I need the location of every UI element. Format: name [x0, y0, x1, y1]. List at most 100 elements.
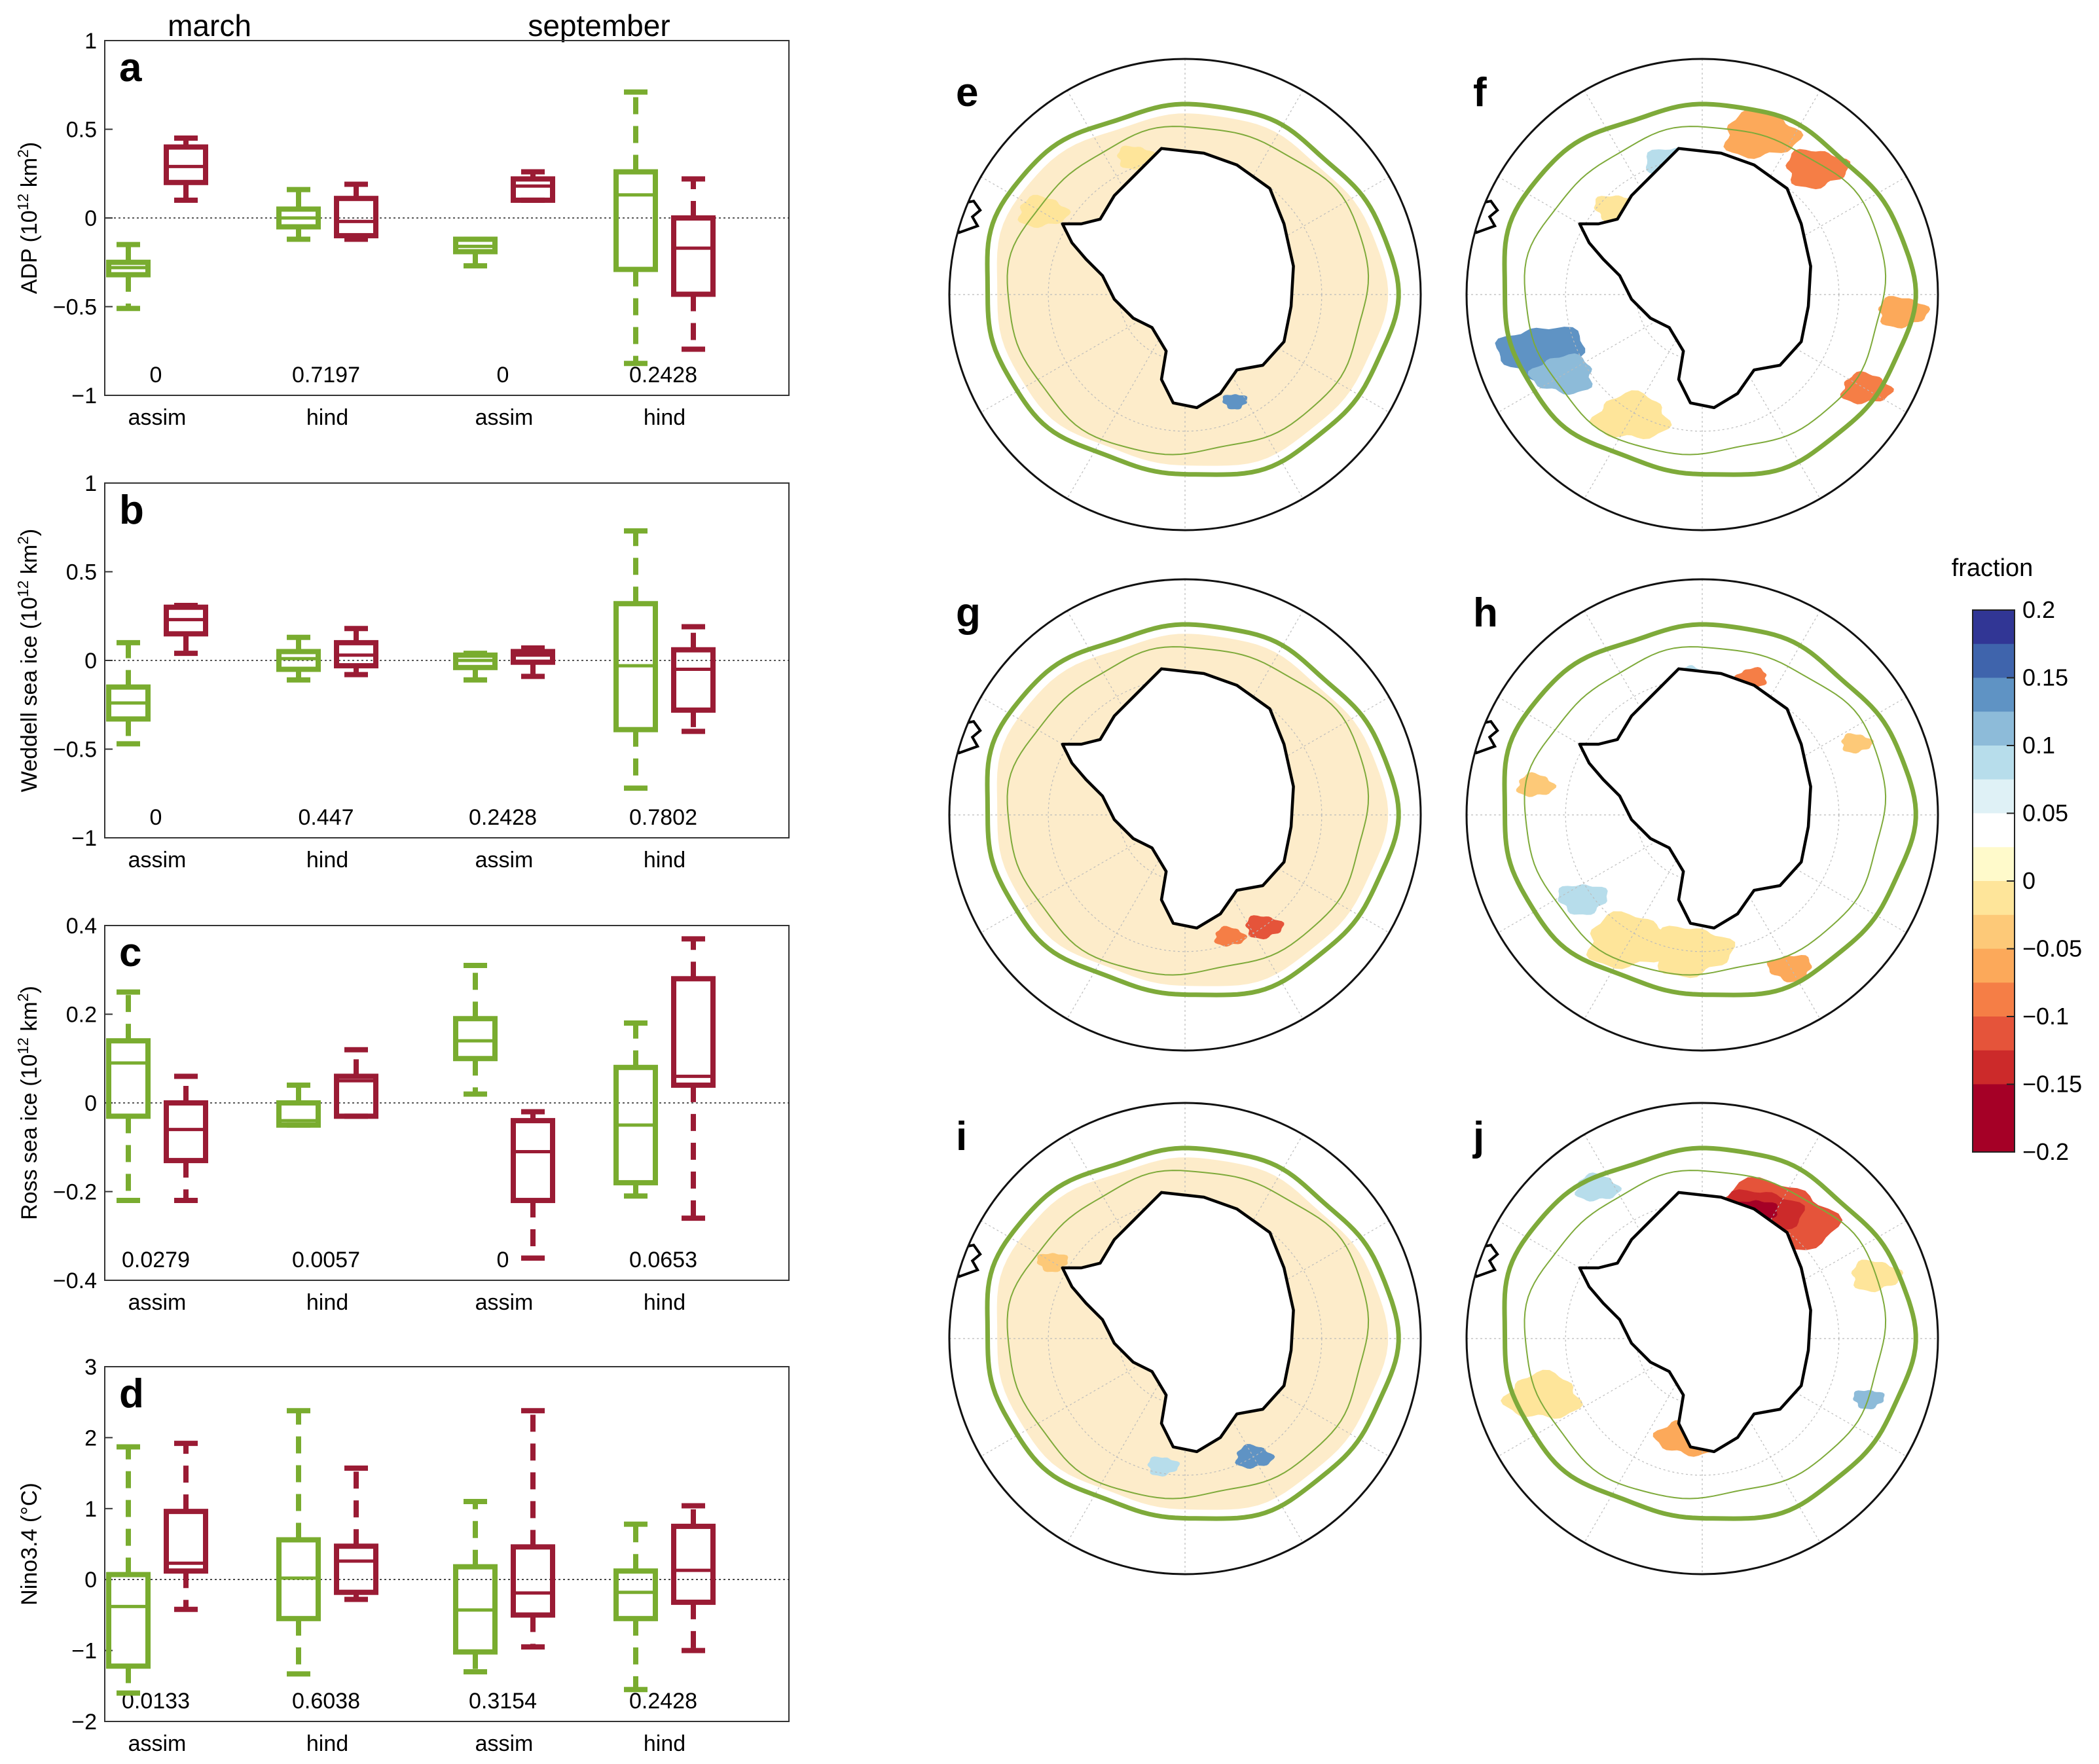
x-group-label: hind [644, 405, 685, 430]
antarctica-coastline [1061, 147, 1295, 410]
ice-contour-inner [1524, 646, 1887, 976]
map-panel-f: f [1465, 58, 1939, 531]
anomaly-patch [1841, 733, 1874, 754]
anomaly-patch [1214, 926, 1248, 947]
ice-edge-outer [985, 622, 1401, 998]
x-group-label: hind [306, 1731, 348, 1756]
colorbar-swatch [1973, 813, 2015, 848]
ice-contour-inner [1006, 126, 1370, 456]
anomaly-patch [1245, 915, 1285, 940]
box-march-4 [613, 528, 658, 791]
x-group-label: hind [306, 405, 348, 430]
south-america-tip [1467, 199, 1499, 234]
p-value-label: 0 [497, 1248, 509, 1272]
p-value-label: 0.0057 [292, 1248, 360, 1272]
iqr-box [511, 1544, 555, 1618]
map-panel-i: i [948, 1102, 1422, 1575]
box-march-3 [453, 962, 498, 1097]
y-axis-label: ADP (1012 km2) [14, 142, 42, 294]
panel-label-c: c [119, 930, 141, 975]
x-group-label: assim [128, 848, 187, 873]
antarctica-coastline [1061, 1191, 1295, 1454]
colorbar-swatch [1973, 643, 2015, 678]
y-tick-label: 0 [84, 1091, 97, 1116]
box-march-4 [613, 1020, 658, 1199]
p-value-label: 0.6038 [292, 1689, 360, 1714]
colorbar-tick-label: −0.05 [2022, 935, 2082, 962]
anomaly-patch [1501, 1369, 1583, 1419]
south-america-tip [949, 1243, 982, 1278]
box-panel-c: −0.4 −0.2 0 0.2 0.4 Ross sea ice (1012 km2) c a… [14, 914, 790, 1315]
ice-edge-outer [1502, 622, 1918, 998]
y-axis-label-part: 12 [14, 581, 31, 598]
map-content [949, 59, 1421, 530]
y-axis-label: Ross sea ice (1012 km2) [14, 986, 42, 1220]
map-panel-j: j [1465, 1102, 1939, 1575]
colorbar-swatch [1973, 746, 2015, 780]
iqr-box [334, 196, 378, 239]
panel-label-i: i [956, 1114, 967, 1159]
x-group-label: assim [128, 1290, 187, 1315]
colorbar-swatch [1973, 1050, 2015, 1085]
y-axis-label-part: ) [17, 529, 42, 536]
y-tick-label: −2 [71, 1710, 97, 1735]
box-march-3 [453, 651, 498, 683]
y-axis-label-part: 2 [14, 993, 31, 1001]
ice-contour-inner [1524, 1170, 1887, 1500]
south-america-tip [1467, 719, 1499, 755]
map-boundary [1465, 1102, 1939, 1575]
south-america-tip [949, 719, 982, 755]
box-march-1 [106, 1444, 151, 1696]
box-march-2 [276, 187, 321, 242]
y-tick-label: −1 [71, 384, 97, 408]
y-tick-label: −0.2 [53, 1180, 97, 1205]
box-september-2 [334, 181, 378, 242]
anomaly-patch [1785, 149, 1851, 190]
y-axis-label-part: km [17, 545, 42, 581]
ice-edge-outer [1502, 101, 1918, 477]
y-axis-label-part: 2 [14, 536, 31, 545]
south-america-tip [949, 199, 982, 234]
y-tick-label: 1 [84, 1497, 97, 1522]
y-tick-label: −1 [71, 1639, 97, 1664]
anomaly-patch [1851, 1259, 1904, 1293]
y-tick-label: 0.4 [66, 914, 97, 939]
p-value-label: 0.7197 [292, 363, 360, 387]
iqr-box [613, 1568, 658, 1621]
iqr-box [671, 215, 716, 297]
colorbar-swatch [1973, 948, 2015, 983]
p-value-label: 0.0653 [629, 1248, 697, 1272]
y-axis-label-part: km [17, 158, 42, 194]
panel-label-e: e [956, 70, 978, 115]
panel-label-g: g [956, 590, 981, 636]
colorbar-swatch [1973, 982, 2015, 1017]
colorbar-tick-label: 0.2 [2022, 596, 2055, 623]
map-content [1467, 59, 1938, 530]
map-panel-e: e [948, 58, 1422, 531]
colorbar-tick-label: −0.2 [2022, 1138, 2069, 1165]
colorbar-swatch [1973, 847, 2015, 882]
box-march-2 [276, 1082, 321, 1128]
colorbar-tick-label: 0 [2022, 867, 2035, 894]
colorbar-tick-label: −0.15 [2022, 1071, 2082, 1098]
box-panel-a: −1 −0.5 0 0.5 1 ADP (1012 km2) a assim 0 hind 0.71… [14, 29, 790, 430]
iqr-box [276, 1100, 321, 1128]
y-axis-label-part: Nino3.4 (°C) [17, 1483, 42, 1605]
y-tick-label: −0.4 [53, 1269, 97, 1293]
x-group-label: assim [475, 1290, 534, 1315]
ice-contour-inner [1524, 126, 1887, 456]
ice-contour-inner [1006, 1170, 1370, 1500]
p-value-label: 0 [150, 805, 162, 830]
iqr-box [671, 1523, 716, 1605]
anomaly-patch [1878, 296, 1931, 329]
box-september-2 [334, 1047, 378, 1119]
colorbar-swatch [1973, 1118, 2015, 1153]
y-tick-label: −1 [71, 826, 97, 851]
plot-frame [104, 1366, 790, 1722]
y-axis-label: Weddell sea ice (1012 km2) [14, 529, 42, 792]
anomaly-patch [1147, 1456, 1180, 1477]
y-axis-label-part: 12 [14, 1037, 31, 1054]
y-axis-label-part: 2 [14, 149, 31, 158]
box-march-4 [613, 1521, 658, 1693]
